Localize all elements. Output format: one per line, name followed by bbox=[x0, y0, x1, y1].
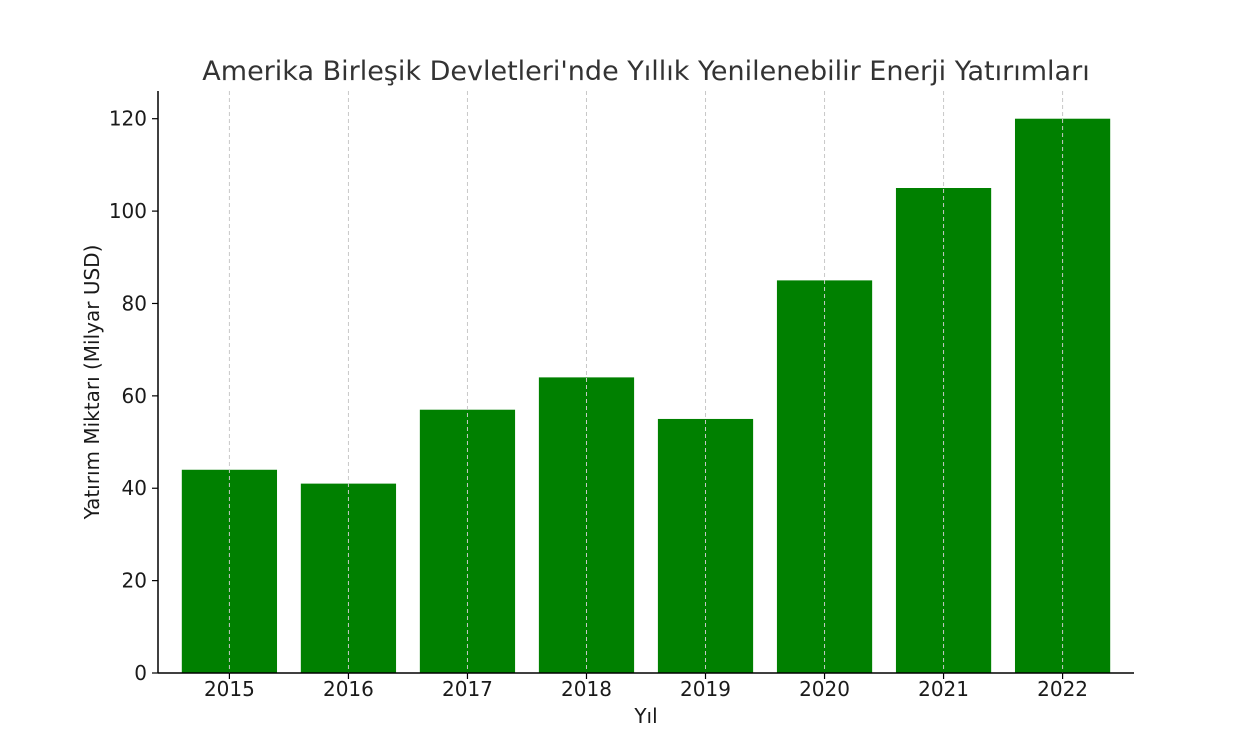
y-tick-label-0: 0 bbox=[134, 661, 147, 685]
x-tick-label-2019: 2019 bbox=[680, 677, 731, 701]
y-tick-label-60: 60 bbox=[122, 384, 147, 408]
x-ticks: 2015 2016 2017 2018 2019 2020 2021 2022 bbox=[204, 673, 1088, 701]
y-ticks: 0 20 40 60 80 100 120 bbox=[109, 107, 158, 685]
y-tick-label-100: 100 bbox=[109, 199, 147, 223]
y-tick-label-40: 40 bbox=[122, 476, 147, 500]
x-axis-label: Yıl bbox=[633, 704, 657, 728]
x-tick-label-2015: 2015 bbox=[204, 677, 255, 701]
y-tick-label-120: 120 bbox=[109, 107, 147, 131]
x-tick-label-2018: 2018 bbox=[561, 677, 612, 701]
x-tick-label-2016: 2016 bbox=[323, 677, 374, 701]
y-axis-label: Yatırım Miktarı (Milyar USD) bbox=[80, 245, 104, 521]
y-tick-label-80: 80 bbox=[122, 291, 147, 315]
bar-2016 bbox=[300, 483, 397, 673]
y-tick-label-20: 20 bbox=[122, 569, 147, 593]
x-tick-label-2022: 2022 bbox=[1037, 677, 1088, 701]
axes bbox=[157, 91, 1134, 674]
x-tick-label-2021: 2021 bbox=[918, 677, 969, 701]
chart-title: Amerika Birleşik Devletleri'nde Yıllık Y… bbox=[202, 56, 1089, 87]
x-tick-label-2020: 2020 bbox=[799, 677, 850, 701]
x-tick-label-2017: 2017 bbox=[442, 677, 493, 701]
bars bbox=[181, 91, 1111, 673]
